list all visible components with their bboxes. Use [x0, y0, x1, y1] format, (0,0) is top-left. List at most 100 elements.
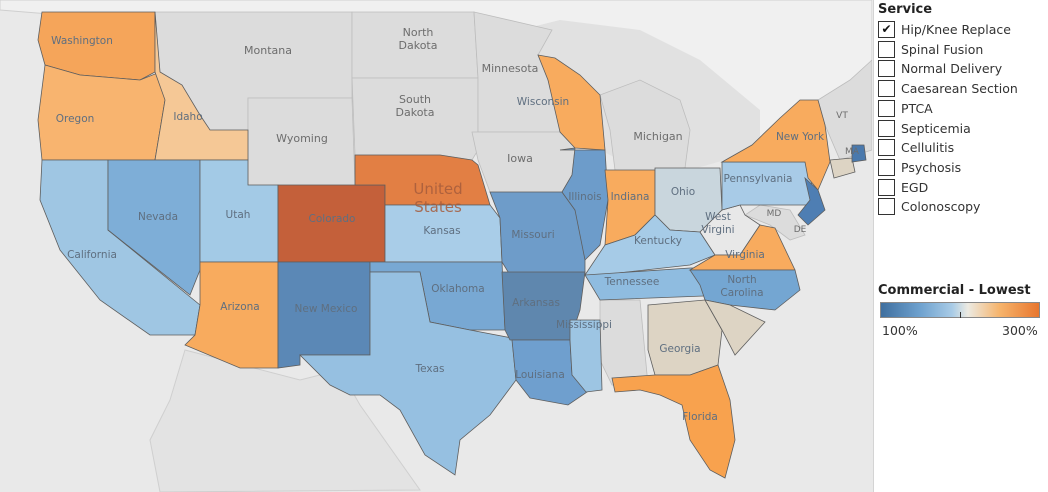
state-label-missouri: Missouri — [511, 229, 554, 241]
state-label-idaho: Idaho — [173, 111, 202, 123]
region-label-minnesota: Minnesota — [482, 62, 539, 75]
checkbox-unchecked-icon[interactable] — [878, 80, 895, 98]
state-label-louisiana: Louisiana — [515, 369, 565, 381]
checkbox-unchecked-icon[interactable] — [878, 119, 895, 137]
state-label-north-carolina: North — [727, 274, 756, 286]
no-data-states — [154, 11, 872, 386]
state-label-west-virginia: West — [705, 211, 731, 223]
state-label-wisconsin: Wisconsin — [517, 96, 569, 108]
region-label-vt: VT — [836, 111, 848, 121]
checkbox-unchecked-icon[interactable] — [878, 99, 895, 117]
service-option-septicemia[interactable]: Septicemia — [878, 119, 971, 138]
legend-min-label: 100% — [882, 323, 918, 338]
region-label-south-dakota: Dakota — [396, 106, 435, 119]
service-option-cellulitis[interactable]: Cellulitis — [878, 138, 954, 157]
region-label-iowa: Iowa — [507, 152, 533, 165]
checkbox-unchecked-icon[interactable] — [878, 198, 895, 216]
state-label-indiana: Indiana — [611, 191, 650, 203]
legend-title: Commercial - Lowest — [878, 283, 1031, 298]
region-label-ma: MA — [845, 147, 860, 157]
service-option-label: Caesarean Section — [901, 81, 1018, 97]
service-option-label: EGD — [901, 179, 929, 195]
mexico-land — [149, 349, 421, 492]
region-label-montana: Montana — [244, 44, 292, 57]
region-label-north-dakota: Dakota — [399, 39, 438, 52]
service-option-label: Hip/Knee Replace — [901, 22, 1011, 37]
service-option-spinal-fusion[interactable]: Spinal Fusion — [878, 40, 983, 59]
state-connecticut[interactable] — [829, 157, 856, 179]
map-labels: Washington Oregon Idaho California Nevada Uta… — [51, 26, 860, 423]
region-label-md: MD — [767, 209, 782, 219]
state-mississippi[interactable] — [569, 319, 603, 393]
checkbox-unchecked-icon[interactable] — [878, 158, 895, 176]
checkbox-checked-icon[interactable]: ✔ — [878, 21, 895, 38]
state-south-dakota — [351, 77, 479, 161]
state-label-new-york: New York — [776, 131, 825, 143]
checkbox-unchecked-icon[interactable] — [878, 178, 895, 196]
state-label-new-mexico: New Mexico — [295, 303, 358, 315]
state-label-tennessee: Tennessee — [604, 276, 660, 288]
legend-midpoint-marker — [960, 312, 961, 318]
service-option-hip-knee-replace[interactable]: ✔ Hip/Knee Replace — [878, 20, 1011, 39]
state-south-carolina[interactable] — [704, 299, 766, 356]
state-label-nevada: Nevada — [138, 211, 178, 223]
service-option-label: Septicemia — [901, 120, 971, 136]
state-label-florida: Florida — [682, 411, 718, 423]
state-label-utah: Utah — [226, 209, 251, 221]
state-label-arkansas: Arkansas — [512, 297, 560, 309]
state-label-pennsylvania: Pennsylvania — [724, 173, 793, 185]
state-label-arizona: Arizona — [220, 301, 259, 313]
service-option-ptca[interactable]: PTCA — [878, 99, 933, 118]
state-label-california: California — [67, 249, 117, 261]
service-option-colonoscopy[interactable]: Colonoscopy — [878, 197, 980, 216]
state-rhode-island[interactable] — [851, 144, 867, 163]
state-label-virginia: Virginia — [725, 249, 765, 261]
state-label-colorado: Colorado — [309, 213, 356, 225]
service-option-label: Cellulitis — [901, 140, 955, 156]
state-florida[interactable] — [611, 364, 736, 479]
service-option-caesarean-section[interactable]: Caesarean Section — [878, 79, 1018, 98]
state-label-north-carolina: Carolina — [720, 287, 763, 299]
state-new-mexico[interactable] — [277, 261, 371, 369]
service-option-psychosis[interactable]: Psychosis — [878, 158, 961, 177]
state-label-kentucky: Kentucky — [634, 235, 682, 247]
state-idaho[interactable] — [154, 11, 249, 161]
service-option-label: Colonoscopy — [901, 199, 981, 215]
state-north-carolina[interactable] — [689, 269, 801, 311]
state-new-york[interactable] — [720, 99, 831, 191]
state-label-kansas: Kansas — [423, 225, 460, 237]
colored-states[interactable] — [37, 11, 867, 479]
service-filter-title: Service — [878, 2, 933, 17]
checkbox-unchecked-icon[interactable] — [878, 139, 895, 157]
state-alabama — [599, 299, 649, 386]
state-wisconsin[interactable] — [537, 54, 606, 151]
country-label: States — [414, 198, 462, 216]
region-label-michigan: Michigan — [633, 130, 682, 143]
state-pennsylvania[interactable] — [721, 161, 813, 211]
state-label-oregon: Oregon — [56, 113, 95, 125]
us-choropleth-map[interactable]: Washington Oregon Idaho California Nevada Uta… — [0, 0, 872, 492]
state-texas[interactable] — [299, 271, 517, 476]
service-option-label: Spinal Fusion — [901, 41, 984, 57]
state-label-illinois: Illinois — [568, 191, 601, 203]
state-label-washington: Washington — [51, 35, 113, 47]
state-georgia[interactable] — [647, 299, 723, 376]
state-new-jersey[interactable] — [797, 176, 826, 226]
checkbox-unchecked-icon[interactable] — [878, 40, 895, 58]
service-option-egd[interactable]: EGD — [878, 178, 928, 197]
service-option-label: Psychosis — [901, 159, 962, 175]
region-label-wyoming: Wyoming — [276, 132, 328, 145]
filter-panel: Service ✔ Hip/Knee Replace Spinal Fusion No… — [873, 0, 1048, 492]
legend-max-label: 300% — [1002, 323, 1038, 338]
checkbox-unchecked-icon[interactable] — [878, 60, 895, 78]
state-label-georgia: Georgia — [659, 343, 700, 355]
state-label-west-virginia: Virgini — [701, 224, 734, 236]
state-nevada[interactable] — [107, 159, 201, 296]
service-option-label: Normal Delivery — [901, 61, 1003, 77]
region-label-north-dakota: North — [403, 26, 434, 39]
service-option-normal-delivery[interactable]: Normal Delivery — [878, 59, 1002, 78]
region-label-de: DE — [794, 225, 807, 235]
state-label-ohio: Ohio — [671, 186, 695, 198]
service-option-label: PTCA — [901, 100, 933, 116]
